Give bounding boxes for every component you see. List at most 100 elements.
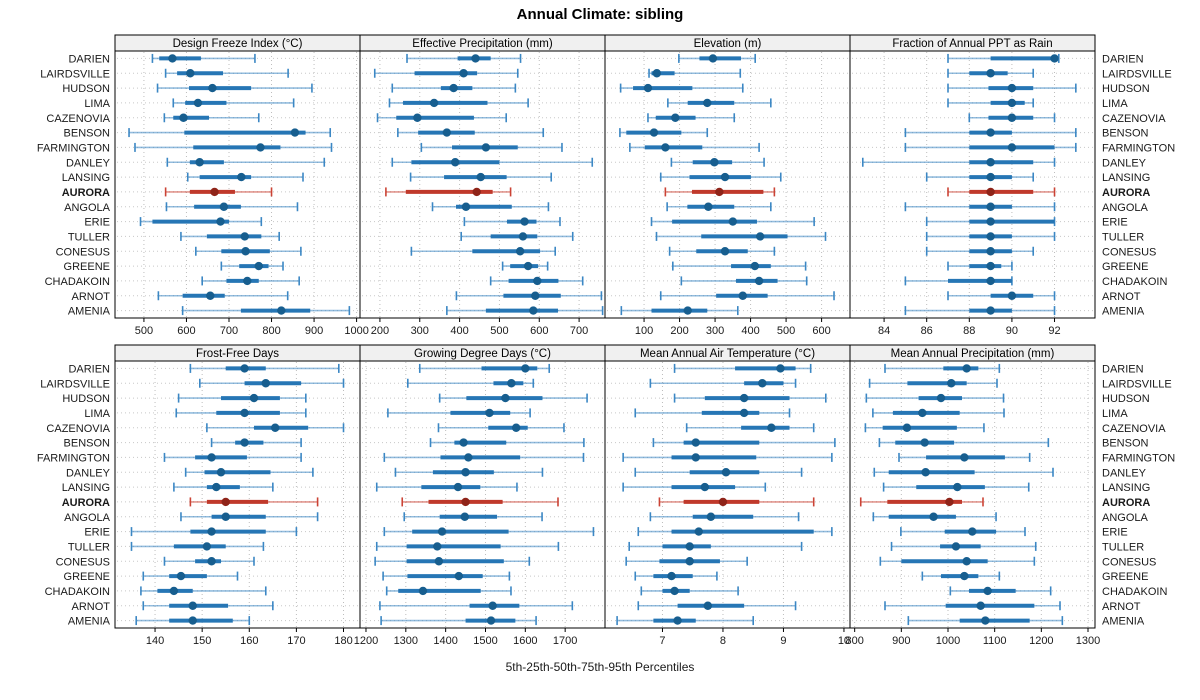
median-dot bbox=[921, 468, 930, 477]
median-dot bbox=[270, 423, 280, 432]
station-label-left: CAZENOVIA bbox=[46, 423, 110, 435]
median-dot bbox=[986, 306, 995, 315]
median-dot bbox=[694, 527, 703, 536]
median-dot bbox=[437, 527, 447, 536]
station-label-right: LAIRDSVILLE bbox=[1102, 68, 1172, 80]
median-dot bbox=[947, 379, 956, 388]
station-label-left: LIMA bbox=[84, 408, 110, 420]
median-dot bbox=[721, 468, 731, 477]
median-dot bbox=[216, 468, 226, 477]
station-label-right: BENSON bbox=[1102, 128, 1149, 140]
page-title: Annual Climate: sibling bbox=[516, 6, 684, 23]
median-dot bbox=[461, 497, 470, 507]
median-dot bbox=[240, 438, 249, 447]
median-dot bbox=[1007, 291, 1017, 300]
station-label-right: CHADAKOIN bbox=[1102, 586, 1167, 598]
axis-tick-label: 90 bbox=[1006, 325, 1018, 337]
median-dot bbox=[240, 232, 249, 241]
station-label-left: CONESUS bbox=[56, 246, 110, 258]
median-dot bbox=[703, 601, 713, 610]
median-dot bbox=[471, 54, 480, 63]
median-dot bbox=[986, 232, 995, 241]
median-dot bbox=[249, 393, 259, 403]
median-dot bbox=[691, 438, 700, 447]
station-label-left: LANSING bbox=[62, 482, 110, 494]
station-label-right: CAZENOVIA bbox=[1102, 113, 1166, 125]
median-dot bbox=[986, 217, 995, 226]
median-dot bbox=[1007, 113, 1017, 122]
median-dot bbox=[986, 276, 995, 286]
median-dot bbox=[683, 306, 692, 315]
station-label-left: AMENIA bbox=[68, 306, 111, 318]
station-label-left: ERIE bbox=[84, 527, 110, 539]
station-label-right: AMENIA bbox=[1102, 616, 1145, 628]
station-label-left: BENSON bbox=[64, 438, 111, 450]
axis-tick-label: 800 bbox=[845, 635, 863, 647]
median-dot bbox=[750, 261, 760, 271]
station-label-left: ERIE bbox=[84, 217, 110, 229]
station-label-left: FARMINGTON bbox=[37, 452, 110, 464]
axis-tick-label: 1200 bbox=[1029, 635, 1053, 647]
median-dot bbox=[776, 364, 785, 373]
station-label-right: CONESUS bbox=[1102, 246, 1156, 258]
median-dot bbox=[486, 616, 496, 625]
station-label-right: BENSON bbox=[1102, 438, 1149, 450]
station-label-right: GREENE bbox=[1102, 261, 1148, 273]
station-label-left: DARIEN bbox=[68, 53, 110, 65]
station-label-right: TULLER bbox=[1102, 231, 1144, 243]
station-label-right: LANSING bbox=[1102, 482, 1150, 494]
median-dot bbox=[767, 423, 776, 432]
median-dot bbox=[962, 557, 971, 566]
median-dot bbox=[1007, 83, 1017, 93]
median-dot bbox=[685, 542, 694, 551]
axis-tick-label: 140 bbox=[146, 635, 164, 647]
median-dot bbox=[718, 497, 728, 507]
median-dot bbox=[207, 453, 216, 462]
station-label-right: CAZENOVIA bbox=[1102, 423, 1166, 435]
axis-tick-label: 88 bbox=[963, 325, 975, 337]
axis-tick-label: 10 bbox=[838, 635, 850, 647]
median-dot bbox=[188, 616, 197, 625]
median-dot bbox=[449, 83, 458, 93]
axis-tick-label: 400 bbox=[450, 325, 468, 337]
panel-4: Frost-Free Days 140 150 160 170 180 DARIEN LAIR… bbox=[37, 344, 361, 647]
station-label-right: AURORA bbox=[1102, 187, 1150, 199]
station-label-left: LAIRDSVILLE bbox=[40, 68, 110, 80]
axis-tick-label: 300 bbox=[706, 325, 724, 337]
station-label-left: CONESUS bbox=[56, 556, 110, 568]
panel-title: Design Freeze Index (°C) bbox=[173, 38, 303, 50]
median-dot bbox=[685, 557, 694, 566]
median-dot bbox=[981, 616, 990, 625]
axis-tick-label: 100 bbox=[635, 325, 653, 337]
median-dot bbox=[983, 586, 992, 596]
median-dot bbox=[1007, 98, 1017, 108]
axis-tick-label: 8 bbox=[720, 635, 726, 647]
median-dot bbox=[207, 557, 216, 566]
median-dot bbox=[188, 601, 197, 610]
axis-tick-label: 7 bbox=[659, 635, 665, 647]
axis-tick-label: 1500 bbox=[473, 635, 497, 647]
median-dot bbox=[976, 601, 985, 610]
median-dot bbox=[243, 276, 252, 286]
station-label-left: LIMA bbox=[84, 98, 110, 110]
station-label-right: TULLER bbox=[1102, 541, 1144, 553]
axis-tick-label: 160 bbox=[240, 635, 258, 647]
median-dot bbox=[210, 187, 219, 197]
median-dot bbox=[671, 113, 680, 122]
median-dot bbox=[720, 172, 730, 182]
median-dot bbox=[202, 542, 212, 551]
median-dot bbox=[755, 232, 765, 241]
median-dot bbox=[476, 172, 485, 182]
median-dot bbox=[169, 586, 179, 596]
axis-tick-label: 700 bbox=[220, 325, 238, 337]
station-label-left: DANLEY bbox=[66, 467, 111, 479]
median-dot bbox=[902, 423, 912, 432]
median-dot bbox=[667, 571, 676, 581]
station-label-left: CHADAKOIN bbox=[45, 276, 110, 288]
station-label-right: LIMA bbox=[1102, 408, 1128, 420]
median-dot bbox=[515, 247, 525, 256]
axis-tick-label: 9 bbox=[780, 635, 786, 647]
axis-tick-label: 900 bbox=[305, 325, 323, 337]
axis-tick-label: 180 bbox=[334, 635, 352, 647]
